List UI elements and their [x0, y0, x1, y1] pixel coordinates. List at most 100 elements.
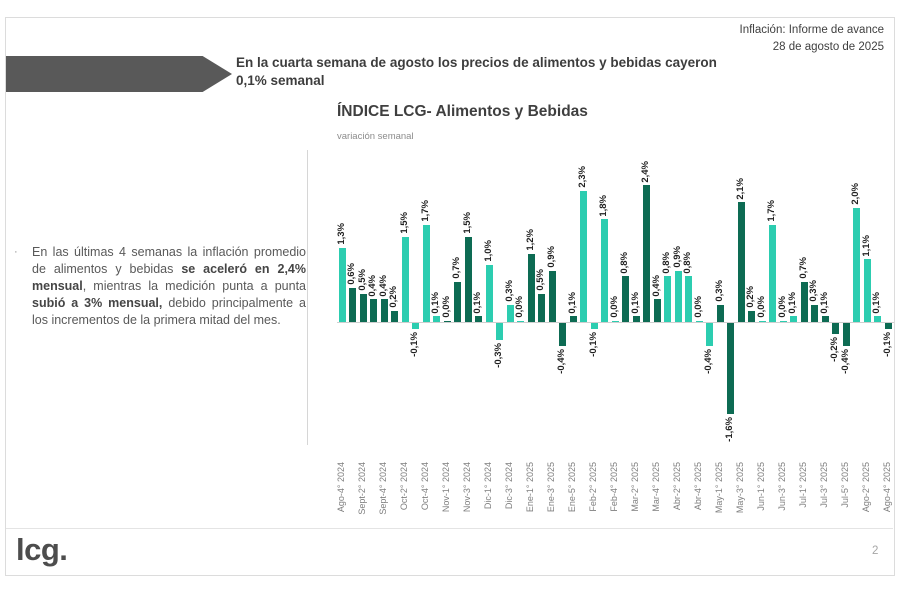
bar — [370, 299, 377, 322]
bar — [349, 287, 356, 322]
bar — [590, 323, 598, 329]
bar — [842, 323, 850, 346]
bar-value-label: 1,5% — [398, 211, 410, 234]
bar — [695, 320, 703, 322]
chart-plot: 1,3% Ago-4° 2024 0,6% 0,5% Sept-2° 2024 0,4% 0… — [335, 150, 894, 528]
x-axis-label: Jul-1° 2025 — [798, 462, 808, 508]
bar-value-label: 0,2% — [388, 285, 399, 308]
chart-subtitle: variación semanal — [337, 131, 414, 142]
x-axis-label: Ene-1° 2025 — [525, 462, 535, 513]
bar — [443, 320, 451, 322]
bar-value-label: 0,4% — [650, 274, 662, 297]
x-axis-label: Feb-4° 2025 — [609, 462, 619, 512]
bar-value-label: 0,5% — [535, 268, 546, 291]
x-axis-label: Jun-1° 2025 — [756, 462, 766, 511]
bar-value-label: -0,2% — [829, 337, 840, 363]
bar — [727, 323, 734, 415]
bar-value-label: 0,0% — [776, 295, 788, 318]
x-axis-label: Feb-2° 2025 — [588, 462, 598, 512]
bar-value-label: 0,0% — [514, 295, 525, 318]
lcg-logo: lcg. — [16, 532, 68, 567]
bar-value-label: 2,3% — [577, 166, 588, 188]
bar — [674, 270, 682, 322]
note-bold-segment: subió a 3% mensual, — [32, 295, 163, 310]
chart-title: ÍNDICE LCG- Alimentos y Bebidas — [337, 103, 588, 120]
bar — [538, 293, 545, 322]
x-axis-label: Ene-5° 2025 — [567, 462, 577, 513]
bar — [716, 304, 724, 322]
x-axis-label: Dic-1° 2024 — [483, 462, 493, 510]
bar-value-label: -0,3% — [493, 343, 504, 368]
bar-value-label: -0,1% — [881, 331, 893, 357]
bar — [874, 316, 881, 322]
bar-value-label: -0,1% — [587, 331, 599, 357]
page-number: 2 — [872, 545, 879, 557]
bar-value-label: 0,3% — [808, 280, 819, 302]
x-axis-label: Ago-4° 2024 — [336, 462, 346, 513]
bar-value-label: 2,0% — [850, 183, 861, 205]
bar — [569, 316, 577, 322]
slide-title-line2: 0,1% semanal — [236, 73, 325, 89]
bar — [758, 320, 766, 322]
bar-value-label: 1,7% — [766, 200, 777, 223]
bar-value-label: 2,4% — [640, 160, 651, 183]
x-axis-label: Dic-3° 2024 — [504, 462, 514, 510]
x-axis-line — [337, 322, 894, 323]
bar-value-label: 0,7% — [451, 257, 462, 280]
bar — [832, 323, 839, 335]
bar — [559, 323, 566, 346]
footer-divider — [6, 528, 893, 529]
bar — [706, 323, 713, 346]
bar-value-label: 0,3% — [713, 280, 725, 302]
bar — [475, 316, 482, 322]
bar-value-label: 0,2% — [745, 285, 756, 308]
bar-value-label: 0,7% — [797, 257, 809, 280]
bar-value-label: 0,0% — [692, 295, 704, 318]
bar — [800, 282, 808, 322]
bar — [779, 320, 787, 322]
x-axis-label: Abr-4° 2025 — [693, 462, 703, 511]
bar-value-label: -0,1% — [409, 331, 420, 357]
bar — [685, 276, 692, 322]
bar-value-label: 2,1% — [734, 177, 746, 200]
x-axis-label: Oct-4° 2024 — [420, 462, 430, 511]
bar-value-label: 1,3% — [335, 223, 347, 245]
bar — [737, 202, 745, 322]
bar-value-label: 0,1% — [871, 291, 882, 314]
bar-value-label: 0,0% — [755, 295, 767, 318]
bar — [790, 316, 797, 322]
bar — [863, 259, 871, 322]
bar-value-label: 1,0% — [482, 240, 494, 262]
bar — [622, 276, 629, 322]
x-axis-label: Oct-2° 2024 — [399, 462, 409, 511]
bar-value-label: 0,1% — [472, 291, 483, 314]
bar-value-label: 0,4% — [377, 274, 389, 297]
bullet-marker: · — [14, 246, 18, 258]
bar-value-label: -0,4% — [556, 348, 567, 374]
report-header: Inflación: Informe de avance 28 de agost… — [740, 22, 884, 57]
bar-value-label: -1,6% — [724, 417, 735, 443]
x-axis-label: Jul-3° 2025 — [819, 462, 829, 508]
report-header-line1: Inflación: Informe de avance — [739, 24, 884, 36]
bar-value-label: -0,4% — [839, 348, 851, 374]
bar — [664, 276, 671, 322]
bar — [517, 320, 524, 322]
slide-title-line1: En la cuarta semana de agosto los precio… — [236, 55, 717, 70]
bar — [422, 225, 430, 322]
bar — [601, 219, 608, 322]
bar-value-label: 0,1% — [566, 291, 578, 314]
vertical-divider — [307, 150, 308, 445]
bar — [464, 236, 472, 322]
bar — [485, 265, 493, 322]
bar — [811, 304, 818, 322]
bar-value-label: 0,5% — [356, 268, 368, 291]
bar-value-label: 1,1% — [860, 234, 872, 257]
x-axis-label: Ago-2° 2025 — [861, 462, 871, 513]
bar — [821, 316, 829, 322]
x-axis-label: Mar-4° 2025 — [651, 462, 661, 512]
bar-value-label: 0,8% — [682, 251, 693, 274]
bar — [884, 323, 892, 329]
bar — [338, 247, 346, 322]
bar-value-label: 0,1% — [629, 291, 641, 314]
